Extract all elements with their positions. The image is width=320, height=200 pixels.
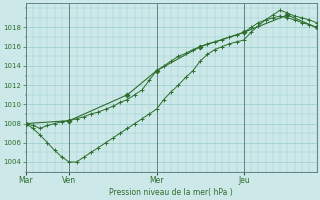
X-axis label: Pression niveau de la mer( hPa ): Pression niveau de la mer( hPa )	[109, 188, 233, 197]
